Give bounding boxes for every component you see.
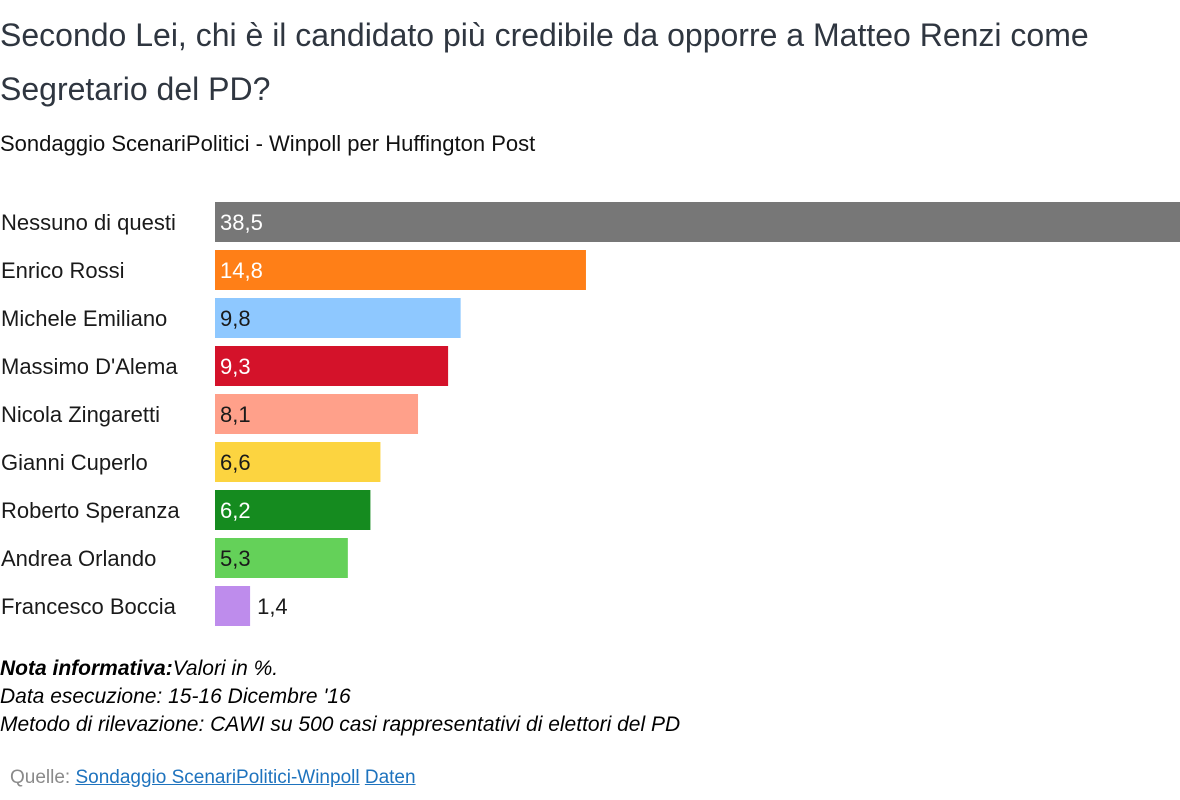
data-link[interactable]: Daten [364,767,416,788]
bar [215,202,1180,242]
value-label: 5,3 [220,546,251,571]
category-label: Gianni Cuperlo [1,450,148,475]
source-prefix: Quelle: [10,767,71,788]
bar [215,394,419,434]
source-line: Quelle: Sondaggio ScenariPolitici-Winpol… [10,764,416,792]
bar [215,346,449,386]
value-label: 1,4 [257,594,288,619]
bar [215,298,461,338]
bar [215,538,348,578]
chart-subtitle: Sondaggio ScenariPolitici - Winpoll per … [0,131,536,156]
value-label: 14,8 [220,258,263,283]
value-label: 6,2 [220,498,251,523]
value-label: 8,1 [220,402,251,427]
bar [215,250,586,290]
value-label: 38,5 [220,210,263,235]
category-label: Roberto Speranza [1,498,180,523]
notes-values-note: Valori in %. [172,657,279,680]
notes-label: Nota informativa: [0,657,173,680]
category-label: Nessuno di questi [1,210,176,235]
category-label: Massimo D'Alema [1,354,178,379]
source-link[interactable]: Sondaggio ScenariPolitici-Winpoll [75,767,360,788]
category-label: Nicola Zingaretti [1,402,160,427]
notes-method: Metodo di rilevazione: CAWI su 500 casi … [0,713,681,736]
bar-chart: Nessuno di questi 38,5 Enrico Rossi 14,8 Mic… [1,202,1180,626]
value-label: 9,3 [220,354,251,379]
notes-line-1: Nota informativa:Valori in %. [0,655,680,683]
chart-title: Secondo Lei, chi è il candidato più cred… [0,17,1089,107]
value-label: 6,6 [220,450,251,475]
value-label: 9,8 [220,306,251,331]
category-label: Enrico Rossi [1,258,124,283]
category-label: Francesco Boccia [1,594,177,619]
notes-block: Nota informativa:Valori in %. Data esecu… [0,655,680,739]
category-label: Michele Emiliano [1,306,167,331]
notes-date: Data esecuzione: 15-16 Dicembre '16 [0,685,351,708]
bar [215,442,381,482]
bar [215,586,251,626]
category-label: Andrea Orlando [1,546,156,571]
bar [215,490,371,530]
